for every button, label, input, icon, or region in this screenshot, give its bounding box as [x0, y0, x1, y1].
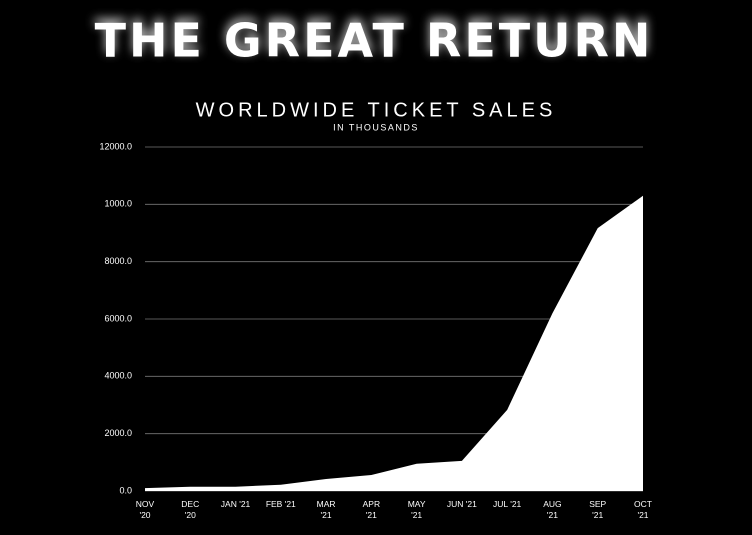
y-tick-label: 8000.0 [104, 256, 132, 266]
x-tick-label: MAR '21 [316, 499, 336, 520]
x-tick-label: AUG '21 [543, 499, 562, 520]
chart-title-glow: THE GREAT RETURN [95, 10, 654, 64]
y-tick-label: 6000.0 [104, 313, 132, 323]
y-tick-label: 0.0 [119, 485, 132, 495]
y-tick-label: 1000.0 [104, 199, 132, 209]
x-tick-label: FEB '21 [265, 499, 296, 509]
unit-label: IN THOUSANDS [333, 122, 419, 132]
x-tick-label: SEP '21 [589, 499, 607, 520]
y-tick-label: 2000.0 [104, 428, 132, 438]
x-tick-label: OCT '21 [634, 499, 652, 520]
x-tick-label: DEC '20 [181, 499, 200, 520]
x-tick-label: APR '21 [362, 499, 381, 520]
chart-title: THE GREAT RETURN [95, 14, 654, 68]
area [145, 195, 643, 491]
chart-subtitle: WORLDWIDE TICKET SALES [196, 99, 557, 121]
x-tick-label: MAY '21 [407, 499, 426, 520]
x-tick-label: JUN '21 [446, 499, 477, 509]
x-tick-label: JAN '21 [220, 499, 251, 509]
x-tick-label: JUL '21 [493, 499, 522, 509]
y-tick-label: 4000.0 [104, 371, 132, 381]
x-tick-label: NOV '20 [135, 499, 155, 520]
y-tick-label: 12000.0 [99, 141, 132, 151]
